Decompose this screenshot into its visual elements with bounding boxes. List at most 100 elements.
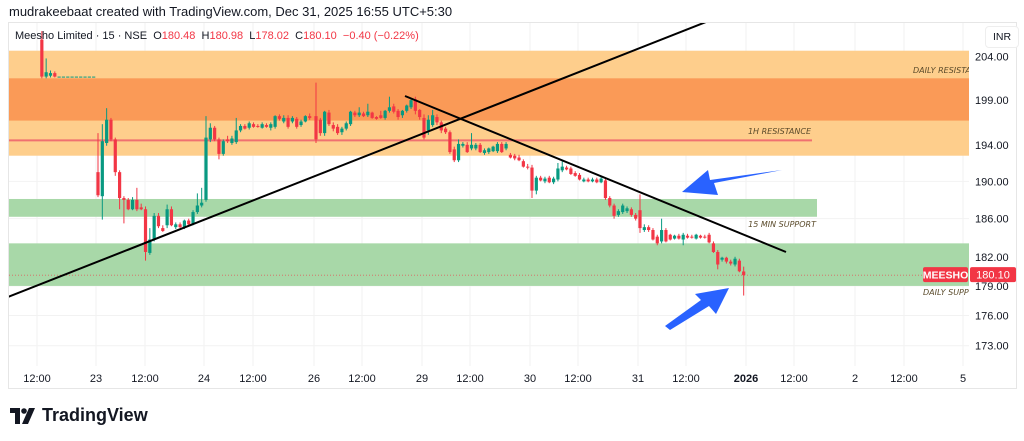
candle — [269, 122, 273, 131]
candle — [126, 198, 130, 211]
price-tick-label: 199.00 — [975, 95, 1009, 107]
arrow-icon[interactable] — [682, 170, 782, 195]
candle-body — [474, 144, 478, 149]
rising-trendline[interactable] — [8, 22, 707, 298]
candle — [690, 234, 694, 239]
candle-body — [504, 143, 508, 149]
candle-body — [70, 76, 74, 78]
candle — [161, 225, 165, 232]
candle-body — [323, 111, 327, 134]
candle — [195, 193, 199, 214]
candle — [238, 124, 243, 133]
candle-body — [547, 177, 551, 183]
candle-body — [135, 199, 139, 210]
candle — [392, 103, 396, 114]
candle — [573, 171, 577, 177]
candle — [290, 116, 294, 124]
time-tick-label: 2026 — [734, 373, 758, 385]
candle — [396, 109, 400, 120]
candle-body — [487, 148, 491, 153]
candle-body — [418, 109, 422, 118]
candle — [560, 161, 564, 173]
candle-body — [556, 168, 560, 180]
candle — [608, 196, 612, 208]
candle-body — [366, 111, 370, 116]
price-axis[interactable]: 204.00 199.00 194.00 190.00 186.00 182.00 179.… — [975, 52, 1009, 353]
candle — [323, 110, 327, 136]
symbol-legend[interactable]: Meesho Limited · 15 · NSE O180.48 H180.9… — [15, 30, 419, 42]
candle-body — [729, 261, 733, 264]
candle — [577, 173, 582, 181]
daily-support-zone[interactable] — [9, 243, 969, 286]
candle — [612, 203, 616, 219]
price-tick-label: 182.00 — [975, 252, 1009, 264]
candle-body — [629, 209, 633, 215]
candle-body — [57, 76, 61, 78]
candles — [40, 31, 746, 296]
candle-body — [314, 116, 318, 140]
candle — [547, 175, 551, 184]
candle-body — [647, 227, 651, 231]
candle — [660, 218, 664, 244]
candle — [130, 197, 135, 211]
daily-resistance-label: DAILY RESISTANCE — [913, 66, 988, 75]
candle-body — [118, 172, 122, 199]
candle-body — [290, 117, 294, 122]
candle-body — [208, 127, 212, 140]
time-tick-label: 12:00 — [890, 373, 918, 385]
candle — [70, 76, 74, 78]
candle-body — [655, 236, 659, 244]
candle-body — [716, 251, 720, 265]
candle — [143, 206, 148, 261]
chart-credit: mudrakeebaat created with TradingView.co… — [9, 4, 453, 19]
candle — [105, 108, 109, 146]
symbol-name[interactable]: Meesho Limited · 15 · NSE — [15, 30, 148, 42]
daily-resistance-core-zone[interactable] — [9, 78, 969, 121]
candle — [348, 110, 353, 126]
time-axis[interactable]: 12:00 23 12:00 24 12:00 26 12:00 29 12:00 30 12:00… — [23, 373, 966, 385]
candle — [40, 31, 44, 79]
candle — [318, 117, 322, 136]
candle — [327, 109, 331, 126]
time-tick-label: 23 — [90, 373, 102, 385]
candle-body — [685, 235, 690, 238]
candle — [234, 117, 238, 144]
time-tick-label: 29 — [416, 373, 428, 385]
candle-body — [543, 178, 547, 182]
candle — [135, 187, 139, 212]
candle — [482, 148, 487, 155]
candle — [92, 76, 96, 78]
candle-body — [195, 205, 199, 213]
candle-body — [174, 224, 178, 228]
candle-body — [152, 215, 156, 240]
candle-body — [586, 179, 590, 182]
candle-body — [517, 157, 521, 161]
candle-body — [260, 124, 264, 128]
candle — [456, 139, 461, 163]
tradingview-logo[interactable]: TradingView — [10, 405, 148, 426]
time-tick-label: 26 — [308, 373, 320, 385]
drawings[interactable]: DAILY RESISTANCE 1H RESISTANCE 15 MIN SUPP… — [9, 50, 988, 297]
time-tick-label: 5 — [960, 373, 966, 385]
arrow-icon[interactable] — [665, 288, 729, 330]
candle-body — [234, 130, 238, 143]
candle-body — [148, 239, 152, 253]
candle — [156, 213, 161, 229]
candle — [418, 109, 422, 120]
candle-body — [733, 258, 737, 265]
candle — [638, 194, 642, 233]
currency-button[interactable]: INR — [985, 26, 1019, 48]
candle — [353, 110, 357, 118]
candle — [247, 121, 251, 130]
price-tick-label: 179.00 — [975, 281, 1009, 293]
candle-body — [109, 119, 113, 140]
candle — [344, 121, 348, 131]
candle — [409, 98, 413, 110]
candle — [491, 145, 495, 153]
candle-body — [361, 113, 366, 117]
trendlines[interactable] — [8, 22, 969, 330]
candle — [44, 58, 48, 79]
falling-trendline[interactable] — [404, 95, 787, 253]
candle-body — [465, 144, 469, 153]
